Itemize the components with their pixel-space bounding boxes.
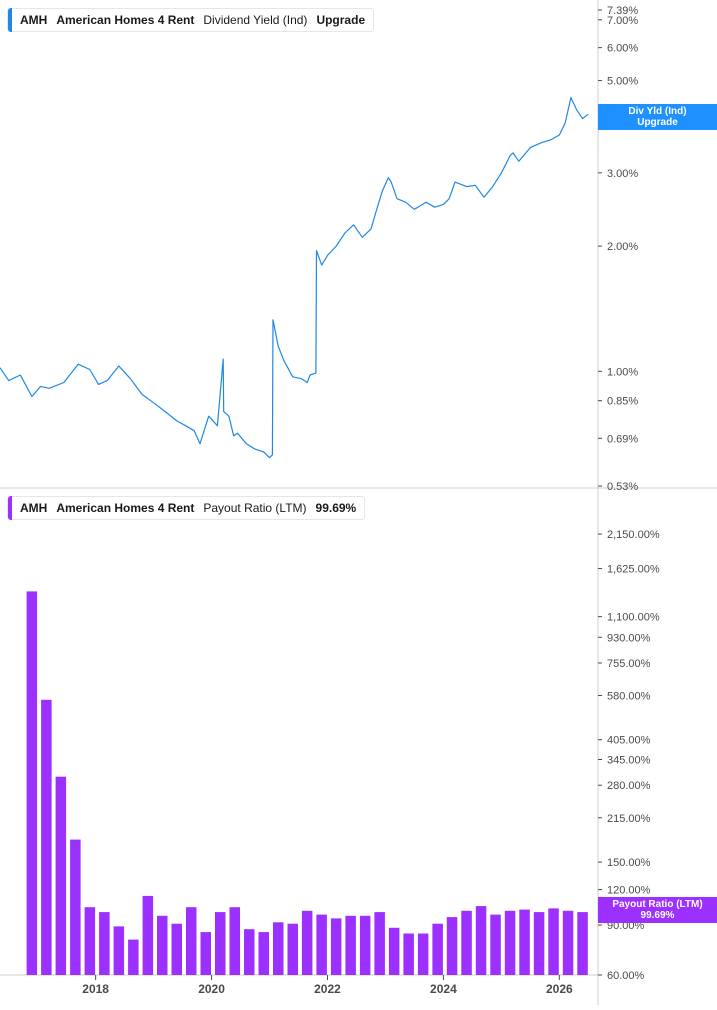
top-legend[interactable]: AMH American Homes 4 Rent Dividend Yield… bbox=[7, 8, 375, 32]
payout-ratio-bar bbox=[417, 933, 429, 975]
payout-ratio-bar bbox=[562, 910, 574, 975]
payout-ratio-bar bbox=[200, 932, 211, 975]
bottom-legend-metric: Payout Ratio (LTM) bbox=[203, 501, 307, 515]
payout-y-tick-label: 345.00% bbox=[607, 754, 651, 766]
payout-ratio-bar bbox=[504, 910, 516, 975]
yield-y-tick-label: 1.00% bbox=[607, 366, 638, 378]
payout-ratio-bar bbox=[403, 933, 414, 975]
payout-y-tick-label: 280.00% bbox=[607, 780, 651, 792]
payout-ratio-bar bbox=[287, 923, 298, 975]
payout-ratio-bar bbox=[548, 908, 559, 975]
x-tick-label: 2026 bbox=[546, 982, 573, 996]
yield-y-tick-label: 0.69% bbox=[607, 433, 638, 445]
x-tick-label: 2022 bbox=[314, 982, 341, 996]
payout-ratio-bar bbox=[359, 915, 371, 975]
payout-ratio-bar bbox=[157, 915, 168, 975]
payout-y-tick-label: 930.00% bbox=[607, 632, 651, 644]
payout-ratio-bar bbox=[374, 912, 385, 975]
payout-ratio-bar bbox=[41, 699, 52, 975]
payout-ratio-bar bbox=[186, 907, 197, 975]
dividend-yield-tag-upgrade[interactable]: Upgrade bbox=[637, 117, 678, 128]
payout-y-tick-label: 2,150.00% bbox=[607, 529, 660, 541]
payout-y-tick-label: 120.00% bbox=[607, 885, 651, 897]
payout-y-tick-label: 215.00% bbox=[607, 813, 651, 825]
payout-ratio-bar bbox=[142, 895, 154, 975]
payout-ratio-bar bbox=[128, 939, 139, 975]
payout-y-tick-label: 580.00% bbox=[607, 690, 651, 702]
payout-y-tick-label: 405.00% bbox=[607, 735, 651, 747]
top-legend-company: American Homes 4 Rent bbox=[56, 13, 195, 27]
payout-ratio-tag-value: 99.69% bbox=[640, 910, 675, 921]
payout-y-tick-label: 755.00% bbox=[607, 658, 651, 670]
payout-ratio-bar bbox=[446, 917, 458, 975]
top-legend-metric: Dividend Yield (Ind) bbox=[203, 13, 308, 27]
top-legend-ticker: AMH bbox=[20, 13, 48, 27]
payout-ratio-bar bbox=[345, 915, 356, 975]
payout-ratio-bar bbox=[519, 909, 530, 975]
yield-y-tick-label: 6.00% bbox=[607, 43, 638, 55]
top-legend-upgrade-link[interactable]: Upgrade bbox=[316, 13, 366, 27]
payout-ratio-bar bbox=[229, 907, 240, 975]
yield-y-tick-label: 0.85% bbox=[607, 396, 638, 408]
yield-y-tick-label: 3.00% bbox=[607, 168, 638, 180]
payout-ratio-bar bbox=[388, 927, 400, 975]
payout-y-tick-label: 90.00% bbox=[607, 920, 645, 932]
payout-ratio-bar bbox=[461, 910, 472, 975]
bottom-legend-swatch bbox=[8, 496, 12, 520]
dividend-yield-tag-label: Div Yld (Ind) bbox=[628, 106, 687, 117]
payout-ratio-bar bbox=[432, 923, 443, 975]
bottom-legend-company: American Homes 4 Rent bbox=[56, 501, 195, 515]
top-legend-swatch bbox=[8, 8, 12, 32]
dividend-yield-line bbox=[0, 96, 589, 459]
payout-ratio-bar bbox=[26, 591, 38, 975]
payout-ratio-bar bbox=[533, 912, 545, 975]
yield-y-tick-label: 2.00% bbox=[607, 241, 638, 253]
payout-ratio-tag-label: Payout Ratio (LTM) bbox=[612, 899, 703, 910]
payout-ratio-bar bbox=[171, 923, 182, 975]
payout-ratio-bar bbox=[84, 907, 96, 975]
bottom-legend-ticker: AMH bbox=[20, 501, 48, 515]
payout-ratio-bar bbox=[330, 918, 342, 975]
payout-ratio-bar bbox=[577, 912, 588, 975]
payout-y-tick-label: 1,625.00% bbox=[607, 564, 660, 576]
yield-y-tick-label: 0.53% bbox=[607, 481, 638, 493]
payout-ratio-bar bbox=[215, 912, 226, 975]
payout-y-tick-label: 1,100.00% bbox=[607, 612, 660, 624]
x-tick-label: 2020 bbox=[198, 982, 225, 996]
payout-ratio-bar bbox=[70, 839, 81, 975]
payout-ratio-bar bbox=[113, 926, 125, 975]
payout-ratio-value-tag: Payout Ratio (LTM) 99.69% bbox=[598, 897, 717, 923]
payout-ratio-bar bbox=[301, 910, 313, 975]
payout-ratio-bar bbox=[490, 914, 501, 975]
payout-ratio-bar bbox=[99, 912, 110, 975]
bottom-legend[interactable]: AMH American Homes 4 Rent Payout Ratio (… bbox=[7, 496, 366, 520]
yield-y-tick-label: 7.39% bbox=[607, 5, 638, 17]
payout-y-tick-label: 150.00% bbox=[607, 857, 651, 869]
payout-y-tick-label: 60.00% bbox=[607, 970, 645, 982]
bottom-legend-value: 99.69% bbox=[315, 501, 357, 515]
payout-ratio-bar bbox=[316, 914, 327, 975]
payout-ratio-bar bbox=[55, 776, 67, 975]
x-tick-label: 2024 bbox=[430, 982, 457, 996]
payout-ratio-bar bbox=[273, 922, 284, 975]
yield-y-tick-label: 7.00% bbox=[607, 15, 638, 27]
payout-ratio-bar bbox=[475, 906, 487, 975]
payout-ratio-bar bbox=[258, 932, 269, 975]
payout-ratio-bar bbox=[244, 929, 255, 975]
x-tick-label: 2018 bbox=[82, 982, 109, 996]
yield-y-tick-label: 5.00% bbox=[607, 76, 638, 88]
dividend-yield-value-tag: Div Yld (Ind) Upgrade bbox=[598, 104, 717, 130]
